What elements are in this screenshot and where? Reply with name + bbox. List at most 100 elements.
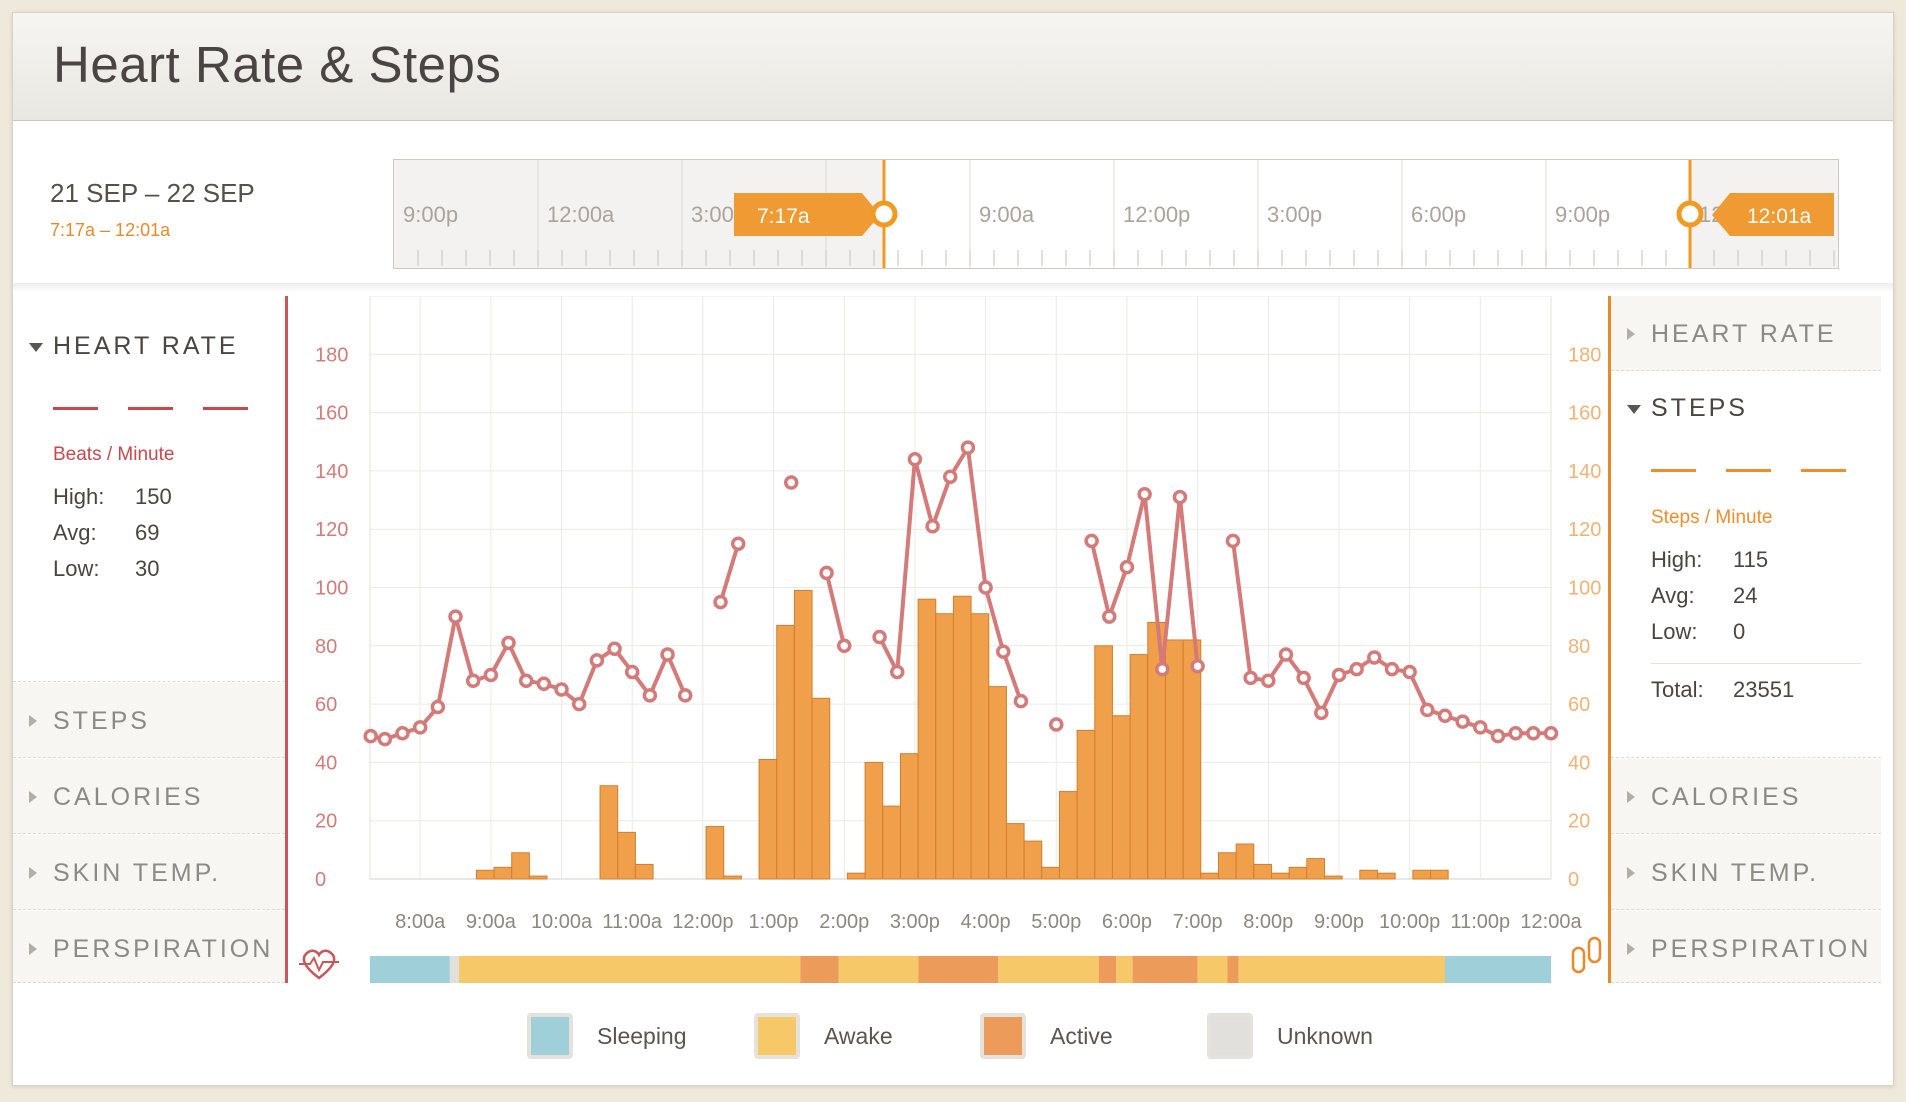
heart-rate-point[interactable]: [1420, 702, 1435, 718]
heart-rate-point[interactable]: [1102, 609, 1117, 624]
start-handle-tag[interactable]: [734, 193, 880, 236]
heart-rate-point[interactable]: [943, 469, 958, 484]
heart-rate-point[interactable]: [836, 638, 852, 654]
expand-arrow-icon[interactable]: [1627, 867, 1635, 879]
heart-rate-point[interactable]: [1314, 705, 1329, 721]
steps-bar[interactable]: [705, 826, 725, 880]
timeline-track[interactable]: 9:00p12:00a3:00a6:00a9:00a12:00p3:00p6:0…: [394, 160, 1839, 269]
heart-rate-point[interactable]: [1437, 708, 1453, 724]
steps-bar[interactable]: [1235, 843, 1255, 880]
heart-rate-point[interactable]: [1261, 673, 1276, 689]
activity-band-awake[interactable]: [1116, 956, 1133, 983]
heart-rate-point[interactable]: [536, 676, 552, 691]
steps-bar[interactable]: [511, 852, 530, 880]
steps-bar[interactable]: [634, 863, 654, 880]
heart-rate-point[interactable]: [363, 728, 378, 744]
chart-area[interactable]: 0 0 20 20 40 40 60 60 80 80 100 100 120 120 140 140 160 1…: [285, 296, 1611, 983]
heart-rate-point[interactable]: [925, 519, 940, 534]
heart-rate-point[interactable]: [978, 580, 993, 595]
heart-rate-point[interactable]: [730, 536, 746, 552]
end-handle-knob[interactable]: [1676, 200, 1704, 228]
heart-rate-point[interactable]: [1155, 661, 1170, 677]
left-section-steps[interactable]: STEPS: [13, 683, 285, 758]
right-section-steps[interactable]: STEPS Steps / Minute High: 115 Avg: 24 Low…: [1611, 372, 1881, 758]
expand-arrow-icon[interactable]: [29, 715, 37, 727]
steps-bar[interactable]: [1129, 654, 1149, 880]
steps-bar[interactable]: [1111, 715, 1131, 880]
start-handle-knob[interactable]: [870, 200, 898, 228]
heart-rate-point[interactable]: [996, 644, 1011, 659]
left-section-perspiration[interactable]: PERSPIRATION: [13, 911, 285, 983]
activity-band-active[interactable]: [918, 956, 999, 983]
expand-arrow-icon[interactable]: [29, 943, 37, 955]
expand-arrow-icon[interactable]: [29, 867, 37, 879]
activity-band-active[interactable]: [1098, 956, 1117, 983]
steps-bar[interactable]: [935, 613, 954, 880]
heart-rate-point[interactable]: [872, 629, 887, 645]
expand-arrow-icon[interactable]: [1627, 328, 1635, 340]
steps-bar[interactable]: [776, 624, 795, 880]
heart-rate-point[interactable]: [589, 653, 605, 668]
heart-rate-point[interactable]: [960, 440, 976, 455]
steps-bar[interactable]: [1005, 823, 1025, 880]
heart-rate-point[interactable]: [624, 664, 640, 680]
heart-rate-point[interactable]: [571, 696, 587, 712]
heart-rate-point[interactable]: [1278, 647, 1294, 662]
steps-bar[interactable]: [1306, 858, 1325, 880]
activity-band-awake[interactable]: [1238, 956, 1445, 983]
activity-band-active[interactable]: [800, 956, 839, 983]
steps-bar[interactable]: [970, 613, 990, 880]
expand-arrow-icon[interactable]: [1627, 943, 1635, 955]
heart-rate-point[interactable]: [1543, 726, 1559, 741]
heart-rate-point[interactable]: [1137, 486, 1152, 502]
heart-rate-point[interactable]: [377, 731, 393, 747]
steps-bar[interactable]: [1094, 645, 1113, 880]
heart-rate-point[interactable]: [1225, 533, 1241, 549]
steps-bar[interactable]: [723, 875, 742, 880]
heart-rate-point[interactable]: [483, 667, 499, 683]
expand-arrow-icon[interactable]: [1627, 405, 1641, 414]
steps-bar[interactable]: [599, 785, 619, 880]
expand-arrow-icon[interactable]: [29, 791, 37, 803]
heart-rate-point[interactable]: [1526, 726, 1541, 741]
heart-rate-point[interactable]: [1384, 661, 1400, 677]
steps-bar[interactable]: [1412, 869, 1431, 880]
heart-rate-point[interactable]: [1243, 670, 1258, 686]
expand-arrow-icon[interactable]: [1627, 791, 1635, 803]
heart-rate-steps-chart[interactable]: 0 0 20 20 40 40 60 60 80 80 100 100 120 120 140 140 160 1…: [285, 296, 1611, 983]
heart-rate-point[interactable]: [1084, 533, 1099, 549]
heart-rate-point[interactable]: [554, 682, 569, 697]
heart-rate-point[interactable]: [907, 451, 923, 467]
activity-band-awake[interactable]: [1197, 956, 1228, 983]
steps-bar[interactable]: [475, 869, 495, 880]
heart-rate-point[interactable]: [819, 565, 834, 581]
timeline-scrubber[interactable]: 9:00p12:00a3:00a6:00a9:00a12:00p3:00p6:0…: [393, 159, 1839, 269]
heart-rate-point[interactable]: [412, 720, 428, 735]
activity-band-active[interactable]: [1227, 956, 1239, 983]
right-section-heart-rate[interactable]: HEART RATE: [1611, 296, 1881, 371]
steps-bar[interactable]: [1200, 872, 1219, 880]
heart-rate-point[interactable]: [395, 726, 410, 741]
steps-bar[interactable]: [1217, 852, 1237, 880]
heart-rate-point[interactable]: [1172, 489, 1188, 505]
heart-rate-point[interactable]: [1473, 720, 1488, 735]
heart-rate-point[interactable]: [642, 688, 658, 703]
heart-rate-point[interactable]: [889, 664, 905, 680]
steps-bar[interactable]: [882, 805, 901, 880]
steps-bar[interactable]: [1023, 840, 1043, 880]
steps-bar[interactable]: [1429, 869, 1449, 880]
left-section-skin-temp[interactable]: SKIN TEMP.: [13, 835, 285, 910]
right-section-skin-temp[interactable]: SKIN TEMP.: [1611, 835, 1881, 910]
steps-bar[interactable]: [988, 686, 1007, 880]
left-section-calories[interactable]: CALORIES: [13, 759, 285, 834]
steps-bar[interactable]: [617, 831, 636, 880]
heart-rate-point[interactable]: [1190, 658, 1205, 674]
activity-band-active[interactable]: [1132, 956, 1198, 983]
heart-rate-point[interactable]: [501, 635, 516, 651]
activity-band-unknown[interactable]: [449, 956, 460, 983]
steps-bar[interactable]: [1041, 866, 1060, 880]
right-section-calories[interactable]: CALORIES: [1611, 759, 1881, 834]
heart-rate-point[interactable]: [783, 475, 799, 490]
end-handle-tag[interactable]: [1712, 193, 1834, 236]
heart-rate-point[interactable]: [465, 673, 481, 689]
